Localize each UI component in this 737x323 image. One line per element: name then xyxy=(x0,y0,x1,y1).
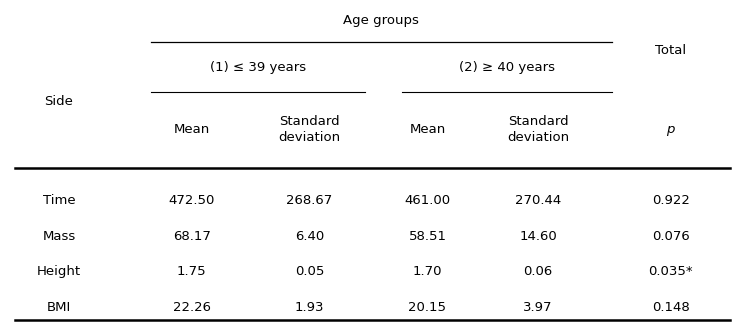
Text: Standard
deviation: Standard deviation xyxy=(507,115,569,144)
Text: Side: Side xyxy=(44,95,74,108)
Text: 1.75: 1.75 xyxy=(177,266,206,278)
Text: 1.93: 1.93 xyxy=(295,301,324,314)
Text: BMI: BMI xyxy=(47,301,71,314)
Text: 0.035*: 0.035* xyxy=(649,266,693,278)
Text: 68.17: 68.17 xyxy=(172,230,211,243)
Text: 3.97: 3.97 xyxy=(523,301,553,314)
Text: 1.70: 1.70 xyxy=(413,266,442,278)
Text: 472.50: 472.50 xyxy=(169,194,214,207)
Text: 6.40: 6.40 xyxy=(295,230,324,243)
Text: 268.67: 268.67 xyxy=(287,194,332,207)
Text: Mean: Mean xyxy=(409,123,446,136)
Text: Mean: Mean xyxy=(173,123,210,136)
Text: 0.148: 0.148 xyxy=(652,301,690,314)
Text: 22.26: 22.26 xyxy=(172,301,211,314)
Text: 0.922: 0.922 xyxy=(652,194,690,207)
Text: Standard
deviation: Standard deviation xyxy=(279,115,340,144)
Text: Total: Total xyxy=(655,44,686,57)
Text: 0.05: 0.05 xyxy=(295,266,324,278)
Text: 0.076: 0.076 xyxy=(652,230,690,243)
Text: 14.60: 14.60 xyxy=(519,230,557,243)
Text: Height: Height xyxy=(37,266,81,278)
Text: 20.15: 20.15 xyxy=(408,301,447,314)
Text: (1) ≤ 39 years: (1) ≤ 39 years xyxy=(210,61,306,74)
Text: (2) ≥ 40 years: (2) ≥ 40 years xyxy=(458,61,555,74)
Text: p: p xyxy=(666,123,675,136)
Text: Time: Time xyxy=(43,194,75,207)
Text: Mass: Mass xyxy=(42,230,76,243)
Text: 270.44: 270.44 xyxy=(515,194,561,207)
Text: 0.06: 0.06 xyxy=(523,266,553,278)
Text: 58.51: 58.51 xyxy=(408,230,447,243)
Text: 461.00: 461.00 xyxy=(405,194,450,207)
Text: Age groups: Age groups xyxy=(343,15,419,27)
